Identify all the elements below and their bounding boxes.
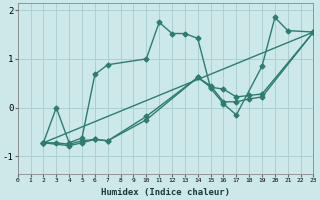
X-axis label: Humidex (Indice chaleur): Humidex (Indice chaleur) [101, 188, 230, 197]
